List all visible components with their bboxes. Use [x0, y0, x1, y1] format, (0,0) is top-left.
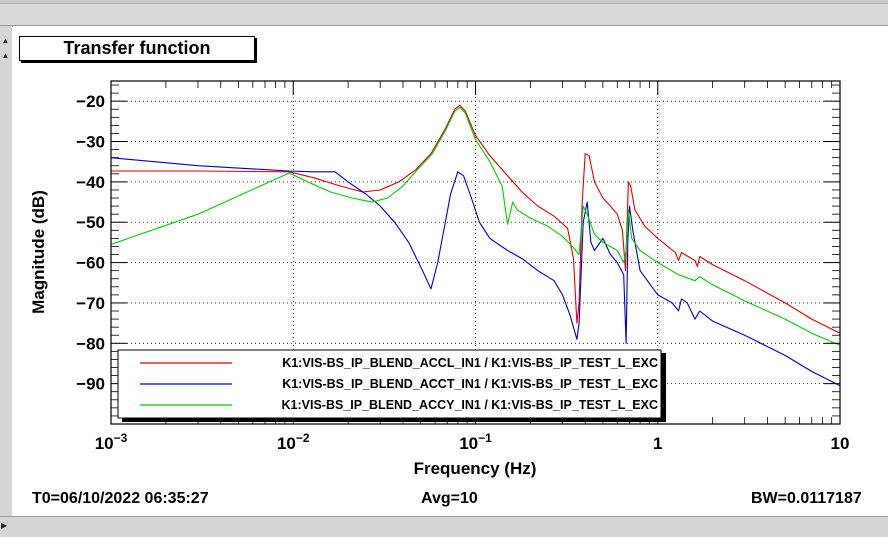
y-axis-label: Magnitude (dB) [29, 190, 48, 314]
y-tick-label: −80 [76, 334, 105, 353]
series-line-2 [111, 157, 840, 387]
x-axis-label: Frequency (Hz) [414, 459, 537, 478]
legend-entry-label: K1:VIS-BS_IP_BLEND_ACCL_IN1 / K1:VIS-BS_… [282, 356, 658, 370]
bandwidth-label: BW=0.0117187 [751, 490, 862, 507]
y-tick-label: −20 [76, 92, 105, 111]
x-tick-label: 10−3 [95, 431, 128, 453]
scroll-up-icon[interactable]: ▲ [1, 51, 10, 60]
horizontal-scrollbar[interactable]: ▶ [0, 516, 888, 537]
legend-entry-label: K1:VIS-BS_IP_BLEND_ACCY_IN1 / K1:VIS-BS_… [282, 398, 659, 412]
series-line-1 [111, 104, 840, 334]
y-tick-label: −40 [76, 173, 105, 192]
y-tick-label: −50 [76, 213, 105, 232]
x-tick-label: 10 [831, 434, 850, 453]
average-count-label: Avg=10 [421, 490, 478, 507]
y-tick-label: −60 [76, 254, 105, 273]
y-tick-label: −30 [76, 133, 105, 152]
scroll-up-icon[interactable]: ▲ [1, 36, 10, 45]
x-tick-label: 10−2 [277, 431, 310, 453]
series-group [111, 104, 840, 387]
x-tick-label: 10−1 [459, 431, 492, 453]
y-tick-labels: −20 −30 −40 −50 −60 −70 −80 −90 [76, 92, 105, 393]
legend-entry-label: K1:VIS-BS_IP_BLEND_ACCT_IN1 / K1:VIS-BS_… [282, 377, 658, 391]
series-line-3 [111, 106, 840, 346]
x-tick-labels: 10−3 10−2 10−1 1 10 [95, 431, 850, 453]
window-toolbar [0, 0, 888, 26]
legend: K1:VIS-BS_IP_BLEND_ACCL_IN1 / K1:VIS-BS_… [117, 349, 666, 422]
y-tick-label: −70 [76, 294, 105, 313]
chart-title: Transfer function [19, 36, 255, 61]
x-tick-label: 1 [653, 434, 662, 453]
y-tick-label: −90 [76, 375, 105, 394]
start-time-label: T0=06/10/2022 06:35:27 [32, 490, 209, 507]
scroll-left-icon[interactable]: ▶ [1, 521, 8, 530]
